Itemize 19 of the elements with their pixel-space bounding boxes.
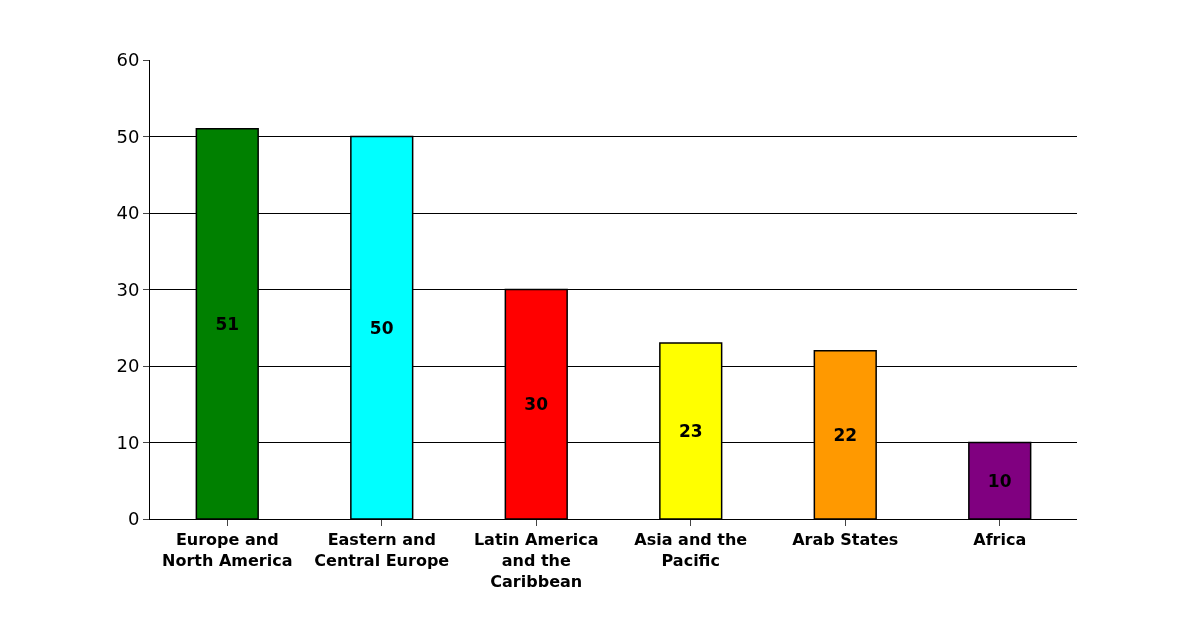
data-label: 51 xyxy=(215,313,240,334)
data-label: 10 xyxy=(987,470,1012,491)
data-label: 30 xyxy=(524,394,549,415)
data-label: 50 xyxy=(369,317,394,338)
x-tick-label: Africa xyxy=(973,530,1027,550)
x-tick-label: Europe and North America xyxy=(162,530,293,570)
x-tick-label: Asia and the Pacific xyxy=(634,530,748,570)
y-tick-label: 60 xyxy=(116,49,140,71)
y-tick-label: 40 xyxy=(116,202,140,224)
y-tick-label: 20 xyxy=(116,355,140,377)
y-tick-label: 50 xyxy=(116,125,140,147)
x-tick-label: Eastern and Central Europe xyxy=(314,530,450,570)
data-label: 23 xyxy=(678,421,703,442)
x-tick-label: Latin America and the Caribbean xyxy=(473,530,599,591)
y-tick-label: 10 xyxy=(116,431,140,453)
data-label: 22 xyxy=(833,424,858,445)
x-tick-label: Arab States xyxy=(792,530,899,550)
y-tick-label: 0 xyxy=(127,508,140,530)
y-tick-label: 30 xyxy=(116,278,140,300)
